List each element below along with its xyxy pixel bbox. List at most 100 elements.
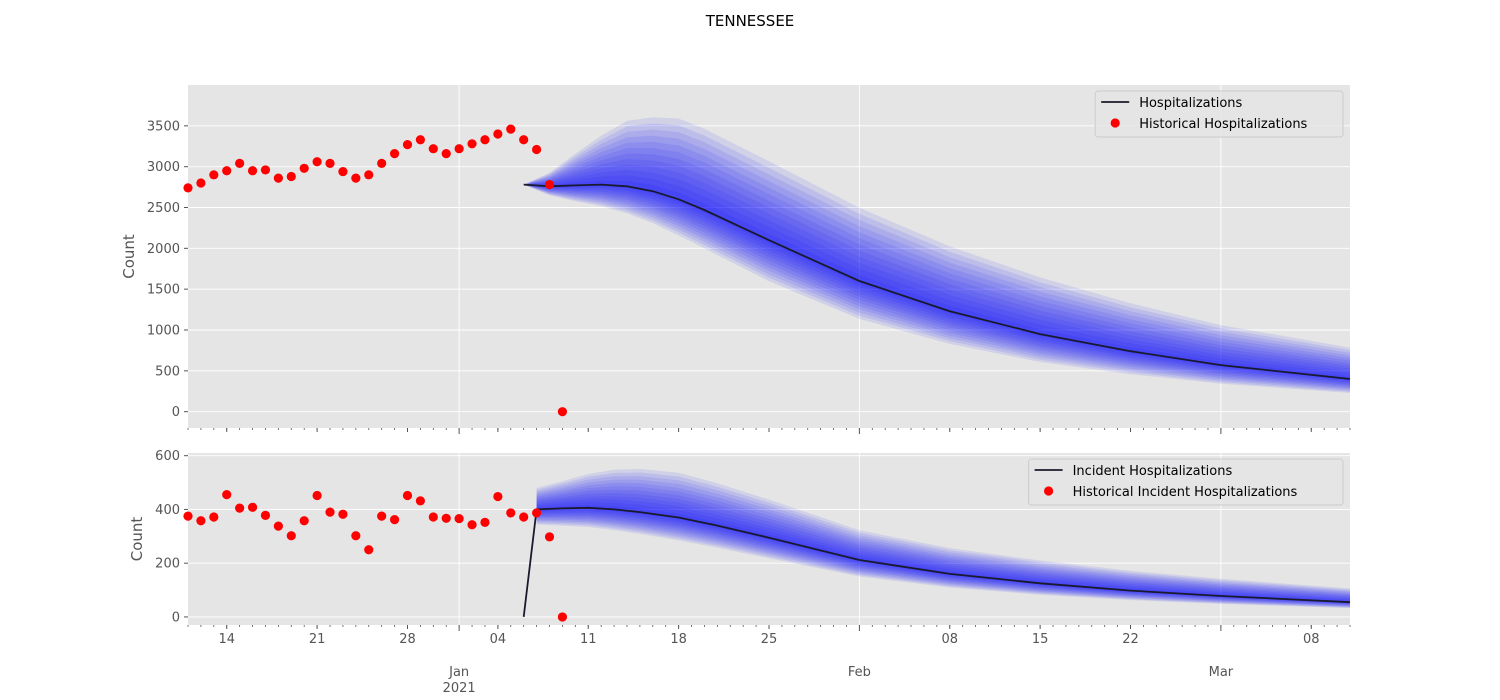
uncertainty-band bbox=[536, 489, 1350, 606]
uncertainty-band bbox=[523, 123, 1350, 392]
y-tick-label: 500 bbox=[155, 364, 180, 379]
observed-point bbox=[493, 491, 503, 502]
observed-point bbox=[260, 510, 271, 520]
observed-point bbox=[209, 512, 219, 522]
observed-point bbox=[325, 507, 335, 517]
observed-point bbox=[402, 140, 413, 150]
uncertainty-band bbox=[523, 153, 1350, 386]
observed-point bbox=[351, 173, 361, 183]
x-minor-tick-label: 22 bbox=[1122, 632, 1139, 647]
observed-point bbox=[544, 532, 555, 542]
observed-point bbox=[389, 515, 400, 525]
y-axis-label: Count bbox=[128, 517, 146, 562]
observed-point bbox=[506, 508, 516, 518]
uncertainty-band bbox=[523, 164, 1350, 384]
observed-point bbox=[557, 407, 568, 417]
observed-point bbox=[273, 521, 283, 531]
observed-point bbox=[273, 173, 283, 183]
observed-point bbox=[532, 508, 542, 518]
observed-point bbox=[338, 166, 348, 177]
observed-point bbox=[364, 545, 374, 555]
observed-point bbox=[312, 490, 322, 501]
y-axis-label: Count bbox=[120, 234, 138, 279]
observed-point bbox=[235, 158, 245, 168]
y-tick-label: 0 bbox=[172, 405, 180, 420]
observed-point bbox=[377, 158, 387, 168]
uncertainty-band bbox=[536, 492, 1350, 605]
x-minor-tick-label: 08 bbox=[1303, 632, 1320, 647]
observed-point bbox=[196, 516, 206, 526]
uncertainty-band bbox=[536, 479, 1350, 607]
x-minor-tick-label: 11 bbox=[580, 632, 597, 647]
observed-point bbox=[415, 135, 425, 145]
observed-point bbox=[260, 165, 271, 175]
median-line bbox=[523, 183, 1351, 380]
y-tick-label: 600 bbox=[155, 449, 180, 464]
uncertainty-band bbox=[523, 159, 1350, 385]
observed-point bbox=[441, 149, 451, 159]
observed-point bbox=[299, 163, 309, 173]
uncertainty-band bbox=[536, 505, 1350, 603]
legend-box bbox=[1094, 90, 1344, 138]
legend-marker-swatch bbox=[1044, 486, 1054, 496]
observed-point bbox=[286, 171, 296, 182]
observed-point bbox=[519, 135, 529, 145]
observed-point bbox=[377, 511, 387, 521]
y-tick-label: 0 bbox=[172, 610, 180, 625]
uncertainty-band bbox=[523, 148, 1350, 388]
uncertainty-band bbox=[536, 496, 1350, 605]
observed-point bbox=[557, 612, 568, 622]
observed-point bbox=[519, 512, 529, 522]
observed-point bbox=[428, 512, 438, 522]
x-minor-tick-label: 21 bbox=[309, 632, 326, 647]
y-tick-label: 400 bbox=[155, 503, 180, 518]
legend-entry-label: Historical Hospitalizations bbox=[1139, 117, 1307, 132]
observed-point bbox=[467, 520, 477, 530]
x-minor-tick-label: 08 bbox=[941, 632, 958, 647]
observed-point bbox=[196, 178, 206, 188]
x-minor-tick-label: 04 bbox=[490, 632, 507, 647]
observed-point bbox=[532, 144, 542, 155]
observed-point bbox=[480, 135, 490, 145]
y-tick-label: 2000 bbox=[147, 242, 180, 257]
uncertainty-band bbox=[536, 486, 1350, 606]
observed-point bbox=[222, 490, 232, 500]
uncertainty-band bbox=[536, 482, 1350, 607]
x-year-label: 2021 bbox=[443, 681, 476, 696]
uncertainty-band bbox=[523, 129, 1350, 391]
legend: Incident Hospitalizations Historical Inci… bbox=[1028, 458, 1344, 506]
observed-point bbox=[441, 513, 451, 523]
uncertainty-band bbox=[536, 476, 1350, 608]
observed-point bbox=[222, 166, 232, 176]
observed-point bbox=[364, 170, 374, 180]
x-major-tick-label: Feb bbox=[848, 665, 871, 680]
axes-container: 0500100015002000250030003500CountHospita… bbox=[120, 85, 1351, 696]
y-tick-label: 200 bbox=[155, 557, 180, 572]
chart-panel-1: 0 500 1000 1500 2000 2500 3000 3500 Count Hospita… bbox=[120, 85, 1351, 434]
uncertainty-band bbox=[523, 175, 1350, 382]
observed-point bbox=[183, 183, 193, 193]
chart-panel-2: 0 200 400 600 Count 14 21 28 04 11 18 25 08 15 22 08 Jan… bbox=[128, 449, 1351, 696]
observed-point bbox=[286, 531, 296, 541]
observed-point bbox=[454, 513, 464, 524]
uncertainty-band bbox=[536, 468, 1350, 609]
observed-point bbox=[544, 180, 555, 190]
y-tick-label: 1000 bbox=[147, 324, 180, 339]
observed-point bbox=[415, 496, 425, 506]
y-tick-label: 3500 bbox=[147, 119, 180, 134]
legend-entry-label: Hospitalizations bbox=[1139, 96, 1242, 111]
observed-point bbox=[325, 158, 335, 168]
observed-point bbox=[247, 502, 258, 512]
legend-entry-label: Incident Hospitalizations bbox=[1073, 464, 1233, 479]
observed-point bbox=[247, 166, 258, 176]
legend-box bbox=[1028, 458, 1344, 506]
x-minor-tick-label: 28 bbox=[399, 632, 416, 647]
uncertainty-band bbox=[536, 502, 1350, 604]
observed-point bbox=[299, 516, 309, 526]
uncertainty-band bbox=[523, 117, 1350, 394]
observed-point bbox=[351, 531, 361, 541]
observed-point bbox=[506, 124, 516, 134]
x-minor-tick-label: 18 bbox=[670, 632, 687, 647]
observed-point bbox=[428, 144, 438, 154]
